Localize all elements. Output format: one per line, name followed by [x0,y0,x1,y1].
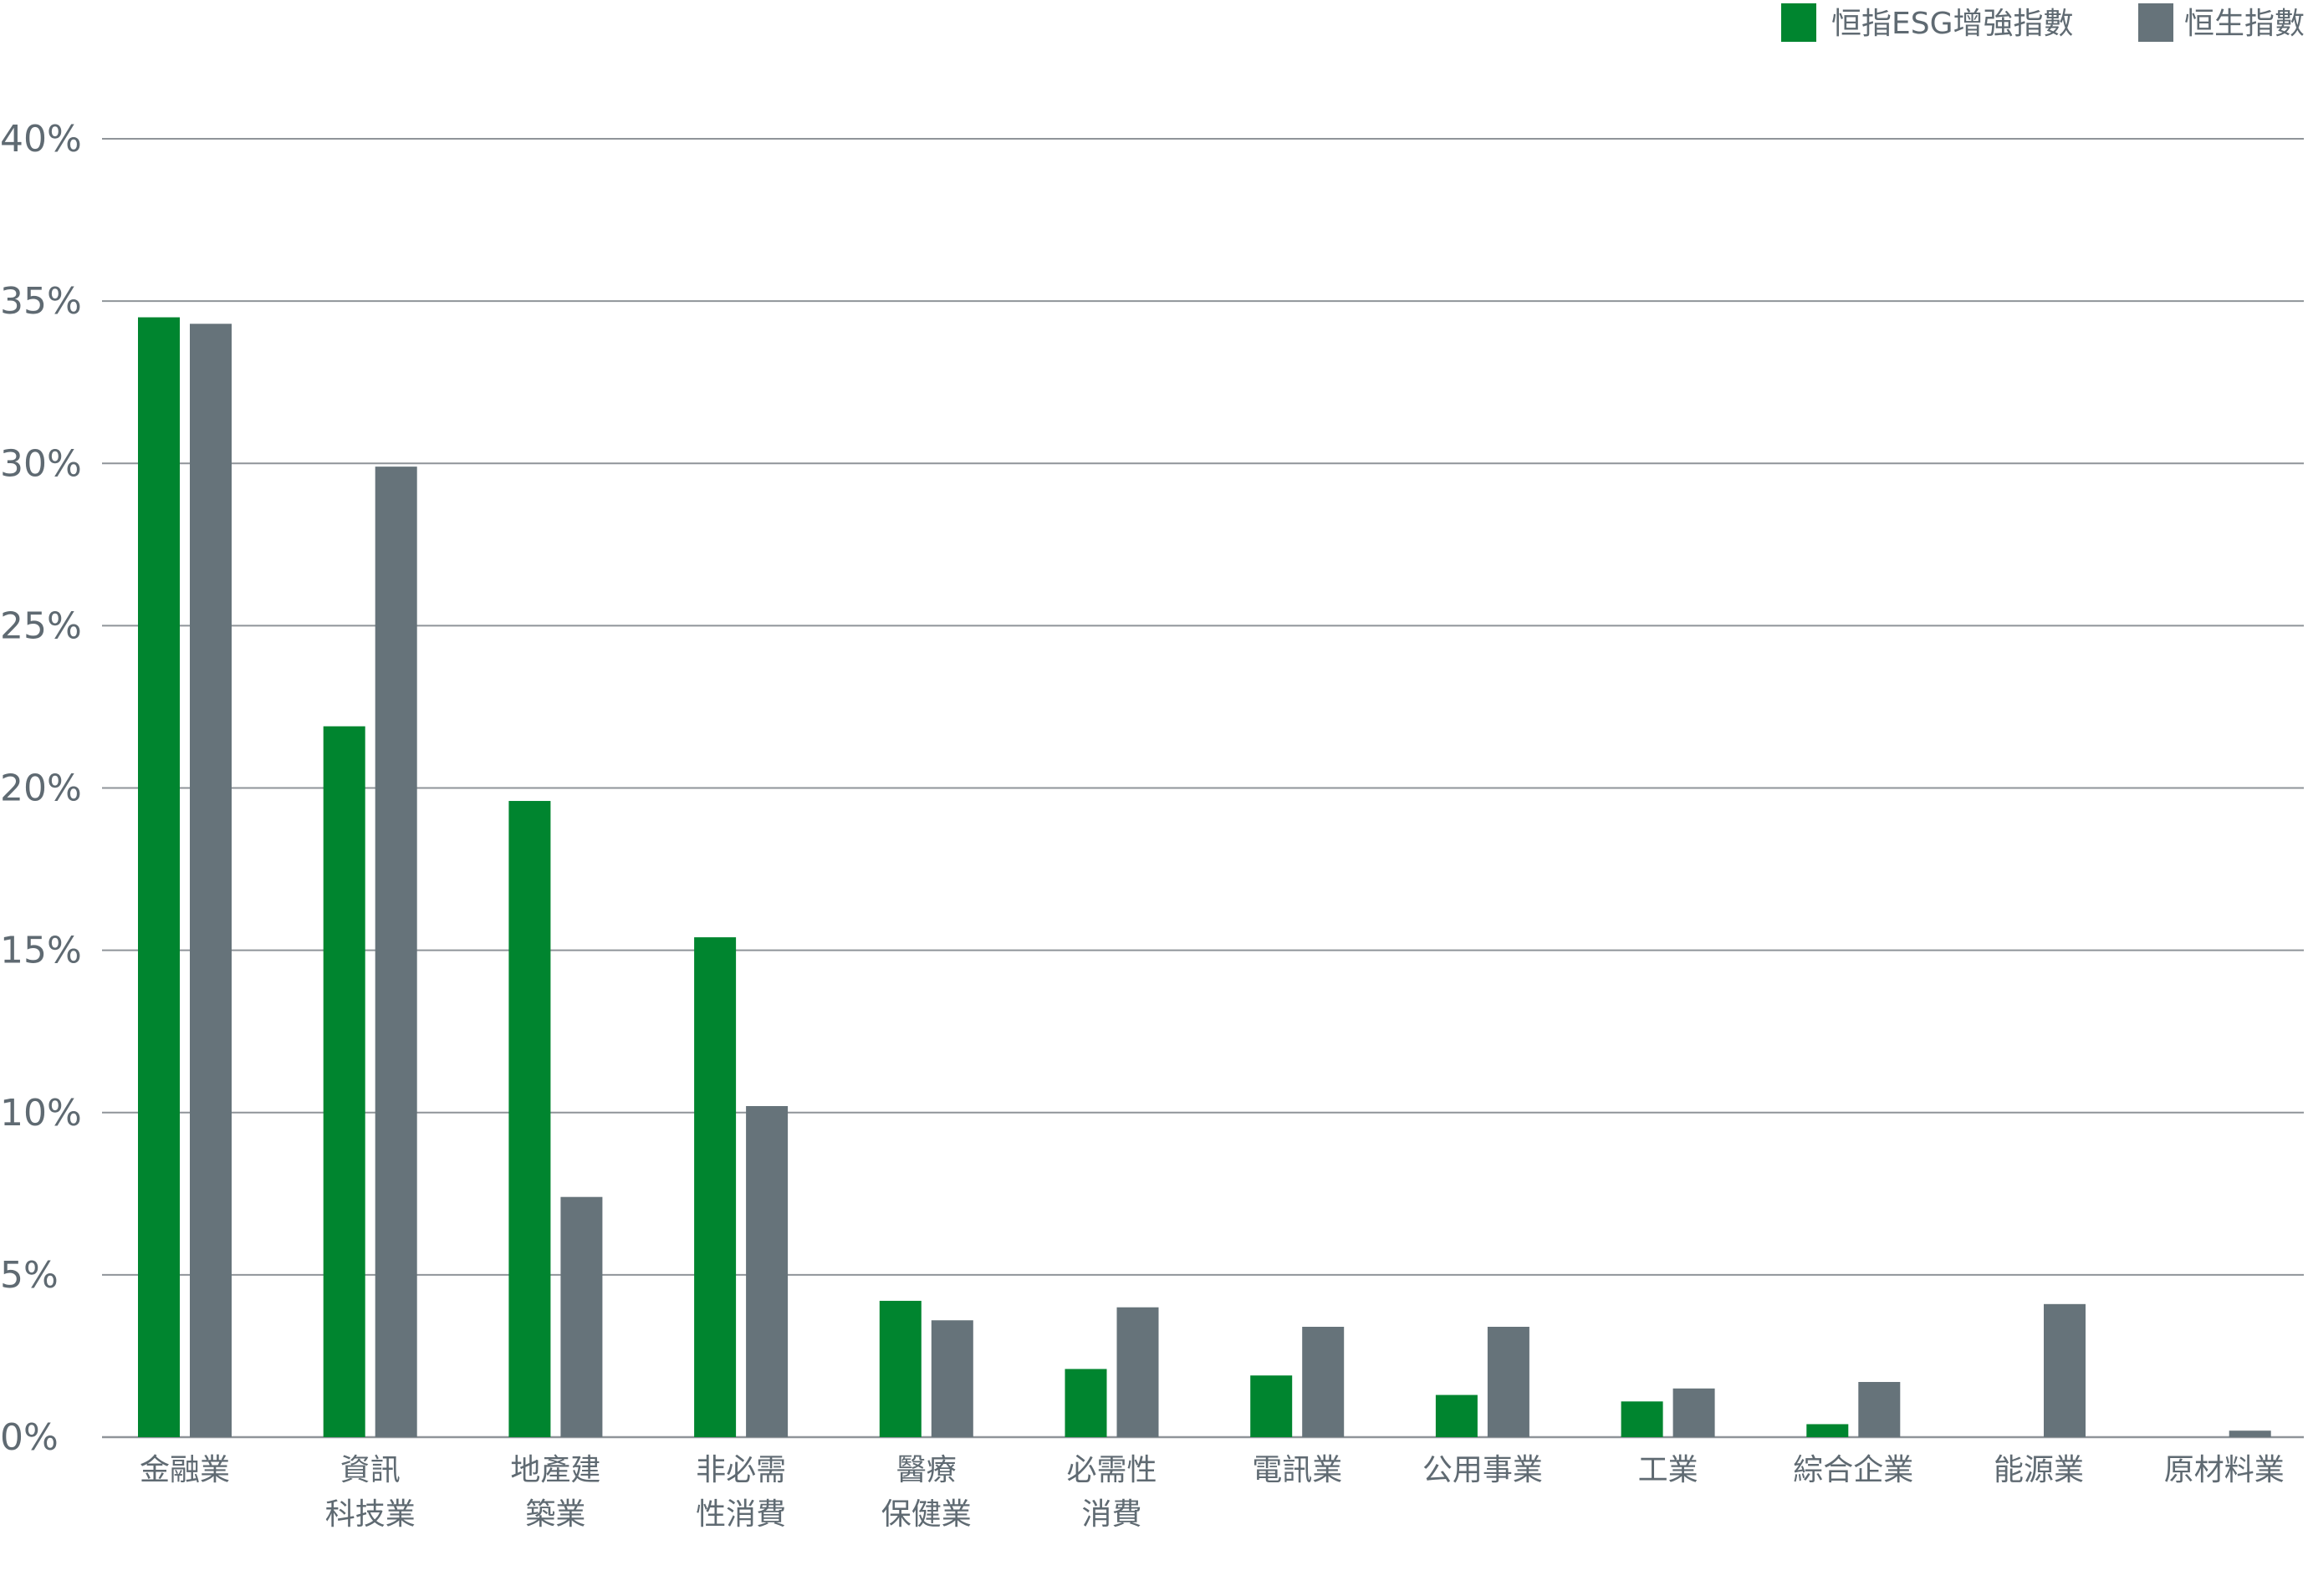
x-tick-label: 資訊 [340,1453,401,1487]
bar-hang-seng-8 [1672,1388,1715,1437]
y-tick-label: 15% [0,930,82,972]
x-tick-label: 金融業 [140,1453,230,1487]
bar-hang-seng-4 [931,1320,973,1437]
bar-esg-enhanced-7 [1435,1395,1478,1437]
x-tick-label: 必需性 [1066,1453,1157,1487]
y-axis-labels: 0% 5% 10% 15% 20% 25% 30% 35% 40% [0,118,82,1459]
x-tick-label: 電訊業 [1252,1453,1342,1487]
bar-hang-seng-5 [1116,1307,1159,1437]
legend-label-esg-enhanced: 恒指ESG增強指數 [1831,7,2074,41]
bar-esg-enhanced-1 [323,726,365,1437]
bar-esg-enhanced-5 [1065,1369,1107,1437]
bar-esg-enhanced-2 [508,801,551,1437]
legend: 恒指ESG增強指數 恒生指數 [1781,3,2305,42]
y-tick-label: 10% [0,1092,82,1135]
x-tick-label: 科技業 [325,1497,416,1532]
x-tick-label: 原材料業 [2164,1453,2285,1487]
x-tick-label: 保健業 [881,1497,972,1532]
y-tick-label: 20% [0,767,82,810]
bar-hang-seng-10 [2044,1303,2086,1437]
y-tick-label: 5% [0,1254,59,1297]
x-tick-label: 消費 [1081,1497,1141,1532]
bar-esg-enhanced-3 [694,937,737,1437]
bar-hang-seng-6 [1302,1326,1345,1437]
x-tick-label: 築業 [525,1497,585,1532]
x-tick-label: 公用事業 [1422,1453,1543,1487]
bar-hang-seng-2 [560,1196,603,1437]
bar-hang-seng-7 [1487,1326,1529,1437]
bar-hang-seng-9 [1858,1381,1901,1437]
legend-label-hang-seng: 恒生指數 [2184,7,2305,41]
bar-esg-enhanced-8 [1621,1401,1663,1437]
bar-esg-enhanced-0 [138,317,180,1438]
bars [138,317,2271,1438]
legend-swatch-hang-seng [2138,3,2173,42]
grid-lines [102,138,2304,1439]
x-tick-label: 工業 [1638,1453,1698,1487]
bar-hang-seng-1 [375,467,417,1437]
x-tick-label: 能源業 [1994,1453,2084,1487]
y-tick-label: 40% [0,118,82,161]
legend-swatch-esg-enhanced [1781,3,1816,42]
bar-esg-enhanced-6 [1250,1375,1293,1437]
x-tick-label: 地產建 [510,1453,600,1487]
x-tick-label: 醫療 [896,1453,957,1487]
bar-esg-enhanced-4 [879,1300,922,1437]
bar-hang-seng-0 [190,324,232,1437]
x-tick-label: 性消費 [696,1497,786,1532]
bar-esg-enhanced-9 [1806,1424,1849,1437]
bar-hang-seng-3 [746,1105,789,1437]
y-tick-label: 0% [0,1416,59,1459]
y-tick-label: 30% [0,442,82,485]
y-tick-label: 35% [0,280,82,323]
x-tick-label: 綜合企業 [1793,1453,1913,1487]
x-tick-label: 非必需 [696,1453,786,1487]
bar-hang-seng-11 [2229,1430,2271,1437]
y-tick-label: 25% [0,604,82,647]
